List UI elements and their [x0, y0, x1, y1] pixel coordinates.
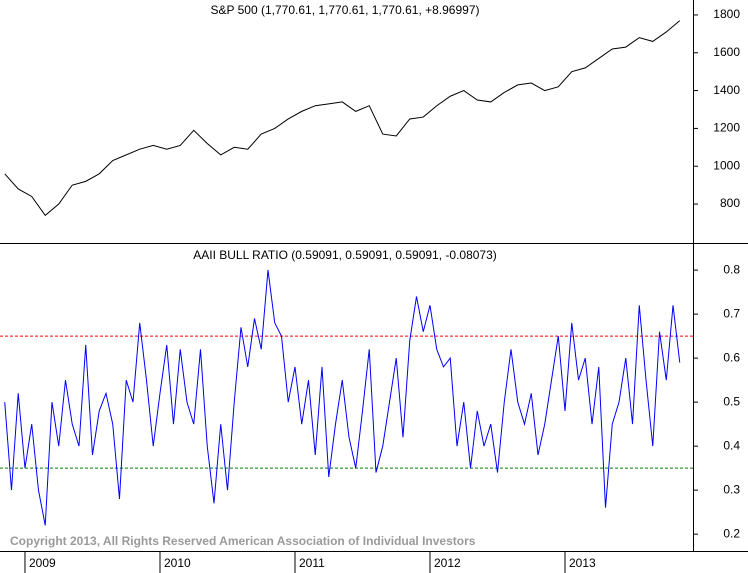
x-tick-label: 2009 — [29, 556, 56, 570]
y-tick-label: 1800 — [713, 7, 740, 21]
x-tick-label: 2010 — [164, 556, 191, 570]
y-tick-label: 0.5 — [723, 394, 740, 408]
x-tick-label: 2011 — [299, 556, 325, 570]
y-tick-label: 0.6 — [723, 350, 740, 364]
y-tick-label: 0.7 — [723, 306, 740, 320]
data-line — [4, 270, 681, 526]
x-tick-label: 2013 — [569, 556, 596, 570]
data-line — [4, 20, 681, 217]
y-tick-label: 1600 — [713, 45, 740, 59]
y-tick-label: 0.3 — [723, 482, 740, 496]
copyright-note: Copyright 2013, All Rights Reserved Amer… — [10, 534, 476, 548]
y-tick-label: 800 — [720, 196, 740, 210]
x-tick-label: 2012 — [434, 556, 461, 570]
y-tick-label: 0.2 — [723, 526, 740, 540]
y-tick-label: 0.4 — [723, 438, 740, 452]
y-tick-label: 1000 — [713, 158, 740, 172]
y-tick-label: 1200 — [713, 121, 740, 135]
y-tick-label: 0.8 — [723, 262, 740, 276]
chart-title: AAII BULL RATIO (0.59091, 0.59091, 0.590… — [193, 248, 497, 262]
chart-title: S&P 500 (1,770.61, 1,770.61, 1,770.61, +… — [211, 3, 480, 17]
y-tick-label: 1400 — [713, 83, 740, 97]
